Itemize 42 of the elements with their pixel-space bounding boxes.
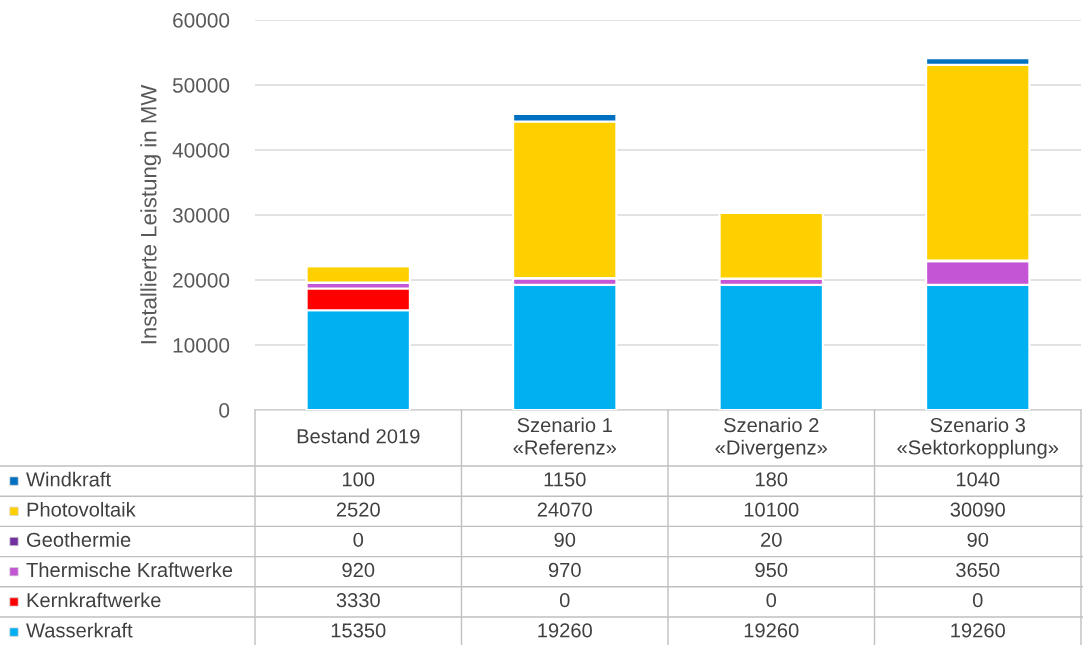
data-label: 10100: [744, 502, 799, 517]
y-tick-label: 0: [219, 403, 230, 418]
data-label: 950: [755, 562, 788, 578]
y-tick-label: 60000: [173, 13, 230, 28]
legend-label: Wasserkraft: [26, 622, 133, 638]
data-label: 100: [342, 472, 375, 487]
x-tick-label: Szenario 3 «Sektorkopplung»: [897, 417, 1059, 459]
data-label: 0: [972, 593, 983, 608]
data-label: 30090: [950, 502, 1005, 517]
data-label: 0: [559, 593, 570, 608]
data-label: 180: [755, 472, 788, 487]
legend-label: Kernkraftwerke: [27, 592, 161, 608]
y-tick-label: 30000: [172, 208, 230, 223]
data-label: 0: [353, 532, 364, 547]
y-axis-title: Installierte Leistung in MW: [140, 84, 161, 344]
y-tick-label: 40000: [172, 143, 230, 158]
data-label: 19260: [744, 623, 799, 638]
legend-label: Photovoltaik: [27, 501, 136, 517]
data-label: 19260: [951, 623, 1005, 638]
data-label: 2520: [336, 502, 380, 517]
data-label: 15350: [331, 623, 386, 638]
data-label: 0: [766, 593, 777, 608]
y-tick-label: 20000: [173, 273, 230, 288]
data-label: 1150: [544, 472, 586, 487]
data-label: 3330: [336, 593, 380, 608]
data-label: 1040: [956, 472, 1000, 487]
data-label: 3650: [956, 562, 1000, 578]
data-label: 920: [342, 562, 375, 578]
data-label: 970: [548, 562, 581, 578]
legend-label: Thermische Kraftwerke: [26, 562, 233, 578]
y-tick-label: 50000: [172, 78, 230, 93]
legend-label: Geothermie: [27, 532, 131, 547]
data-label: 24070: [537, 502, 592, 517]
x-tick-label: Szenario 1 «Referenz»: [513, 417, 616, 455]
data-label: 90: [554, 532, 576, 547]
legend-label: Windkraft: [26, 471, 111, 487]
data-label: 90: [967, 532, 989, 547]
data-label: 20: [761, 532, 782, 547]
data-label: 19260: [538, 623, 592, 638]
x-tick-label: Bestand 2019: [297, 428, 420, 444]
x-tick-label: Szenario 2 «Divergenz»: [715, 417, 827, 459]
y-tick-label: 10000: [173, 338, 230, 353]
